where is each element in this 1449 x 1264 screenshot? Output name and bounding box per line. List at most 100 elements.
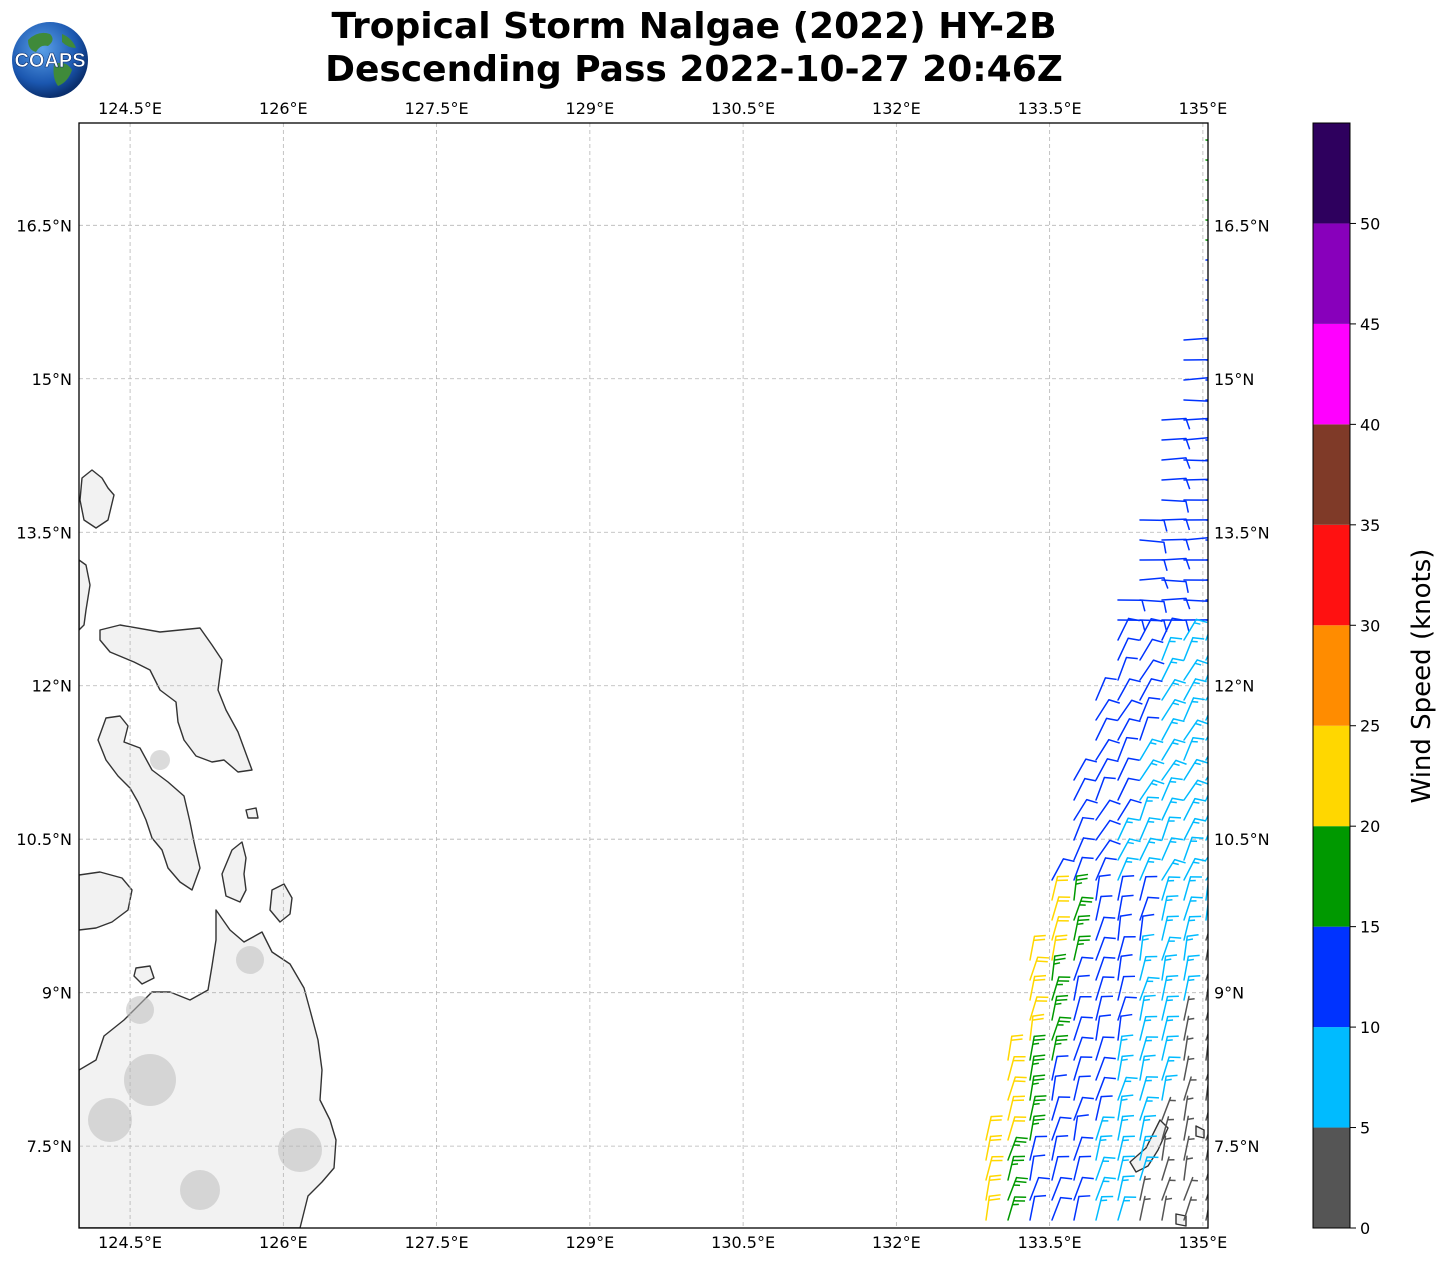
wind-barb-flag (1163, 542, 1167, 554)
wind-barb-flag (1185, 518, 1191, 531)
wind-barb-flag (1222, 141, 1224, 147)
wind-barb (1051, 1155, 1059, 1181)
wind-barb-flag (1194, 817, 1207, 822)
wind-barb-flag (1230, 281, 1232, 292)
lon-tick-label-top: 135°E (1179, 99, 1228, 118)
wind-barb (1117, 798, 1132, 821)
wind-barb (1161, 597, 1187, 601)
wind-barb-flag (1215, 658, 1226, 659)
wind-barb-flag (1230, 441, 1232, 452)
wind-barb-flag (1034, 1194, 1047, 1198)
wind-barb-flag (1032, 1122, 1040, 1125)
terrain-shade (124, 1054, 176, 1106)
wind-barb (1117, 996, 1127, 1021)
wind-barb-flag (1033, 978, 1046, 982)
wind-barb-flag (1186, 1157, 1194, 1160)
wind-barb (1183, 436, 1208, 441)
wind-barb-flag (1131, 699, 1143, 705)
wind-barb-flag (1147, 716, 1160, 719)
wind-barb (1183, 537, 1208, 541)
wind-barb-flag (1192, 801, 1200, 804)
wind-barb-flag (1121, 1118, 1129, 1122)
wind-barb (985, 1135, 992, 1161)
wind-barb (1029, 1055, 1035, 1081)
wind-barb-flag (1230, 258, 1234, 269)
wind-barb (1205, 1072, 1208, 1081)
island-outline (99, 624, 253, 773)
wind-barb-flag (1215, 818, 1226, 819)
wind-barb (1073, 758, 1087, 781)
wind-barb (1161, 617, 1173, 641)
wind-barb (1073, 1155, 1081, 1181)
wind-barb (1161, 1176, 1172, 1201)
wind-barb (1205, 399, 1208, 401)
wind-barb-flag (1153, 659, 1165, 665)
wind-barb-flag (1214, 702, 1220, 703)
wind-barb-flag (1055, 1038, 1068, 1042)
wind-barb (1161, 579, 1187, 583)
wind-barb-flag (1192, 737, 1205, 740)
wind-barb-flag (1016, 1136, 1028, 1140)
wind-barb (1051, 1055, 1058, 1081)
wind-barb (1073, 1075, 1081, 1101)
colorbar-ticks: 0 5 10 15 20 25 30 35 40 45 50 (1350, 214, 1380, 1238)
wind-barb (1139, 638, 1154, 661)
wind-barb-flag (1188, 954, 1200, 958)
wind-barb-flag (1222, 181, 1224, 187)
wind-barb-flag (1175, 759, 1187, 765)
wind-barb (1205, 339, 1208, 341)
wind-barb-flag (1032, 1013, 1045, 1017)
wind-barb (1183, 1196, 1193, 1221)
wind-barb-flag (1187, 1057, 1195, 1061)
wind-barb (1007, 1035, 1013, 1061)
wind-barb-flag (1230, 342, 1232, 353)
wind-barb (1051, 1116, 1061, 1141)
wind-barb-flag (1185, 620, 1190, 632)
wind-barb-flag (1196, 758, 1208, 764)
wind-barb-flag (1174, 699, 1187, 704)
wind-barb-flag (1147, 796, 1160, 799)
wind-barb-flag (1148, 841, 1156, 844)
wind-barb (1205, 319, 1208, 321)
wind-barb-flag (1210, 1199, 1216, 1200)
wind-barb-flag (1033, 1054, 1046, 1058)
wind-barb (1095, 698, 1110, 721)
wind-barb-flag (1151, 678, 1163, 683)
wind-barb (1161, 437, 1187, 441)
wind-barb-flag (1188, 1137, 1195, 1141)
wind-barb (1183, 995, 1190, 1021)
wind-barb-flag (1080, 900, 1093, 903)
wind-barb (1183, 758, 1198, 781)
wind-barb-flag (1143, 998, 1150, 1002)
wind-barb-flag (1055, 998, 1068, 1002)
wind-barb-flag (1100, 895, 1113, 898)
wind-barb-flag (1187, 1037, 1194, 1040)
lat-tick-label-left: 15°N (32, 370, 72, 389)
wind-barb-flag (1193, 681, 1200, 685)
terrain-shade (126, 996, 154, 1024)
wind-barb-flag (1209, 1078, 1215, 1079)
wind-barb (1205, 419, 1208, 421)
wind-barb-flag (1174, 738, 1186, 744)
wind-barb-flag (1129, 838, 1141, 843)
wind-barb-flag (988, 1198, 1001, 1201)
wind-barb-flag (1101, 1095, 1113, 1098)
lon-tick-label-top: 124.5°E (98, 99, 162, 118)
wind-barb-flag (1148, 697, 1161, 700)
lat-tick-label-right: 13.5°N (1214, 523, 1270, 542)
wind-barb-flag (1033, 1118, 1045, 1122)
wind-barb-flag (1127, 857, 1139, 861)
terrain-shade (180, 1170, 220, 1210)
wind-barb-flag (1082, 896, 1094, 900)
wind-barb-flag (1128, 777, 1140, 782)
wind-barb (1161, 417, 1187, 421)
wind-barb-flag (1055, 938, 1067, 942)
wind-barb (1073, 798, 1088, 821)
wind-barb-flag (1147, 820, 1155, 823)
wind-barb-flag (1169, 780, 1177, 783)
wind-barb-flag (1185, 438, 1191, 450)
wind-barb-flag (1011, 1038, 1023, 1041)
wind-barb (1139, 1115, 1146, 1141)
wind-barb (1073, 1136, 1083, 1161)
